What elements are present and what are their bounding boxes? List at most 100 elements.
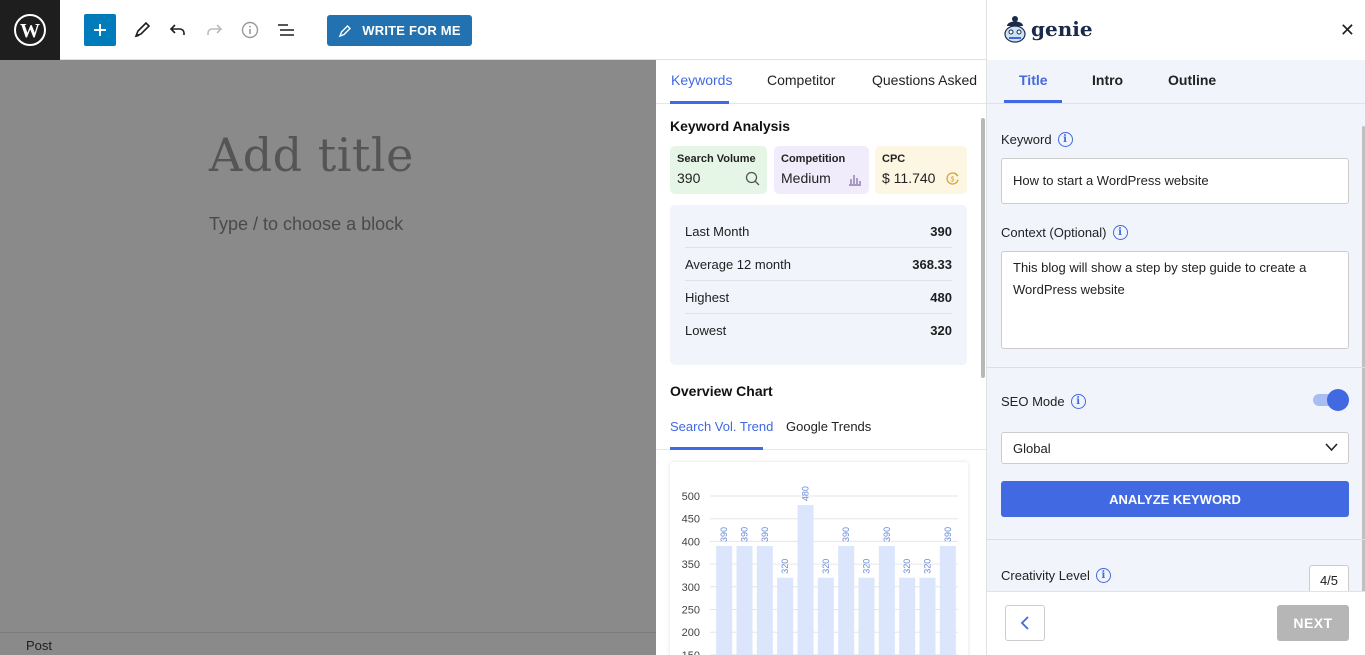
details-info-icon[interactable]	[234, 14, 266, 46]
creativity-label-text: Creativity Level	[1001, 568, 1090, 583]
bar-data-label: 390	[841, 527, 851, 542]
chart-bar[interactable]	[797, 505, 814, 655]
add-block-button[interactable]	[84, 14, 116, 46]
creativity-level-label: Creativity Level i	[1001, 568, 1111, 583]
bar-data-label: 320	[923, 559, 933, 574]
context-textarea[interactable]: This blog will show a step by step guide…	[1001, 251, 1349, 349]
section-divider	[987, 367, 1365, 368]
chart-tab-indicator	[670, 447, 763, 450]
chart-bar[interactable]	[756, 545, 773, 655]
genie-logo: genie	[1001, 14, 1093, 44]
tab-intro[interactable]: Intro	[1092, 72, 1124, 88]
list-view-icon[interactable]	[270, 14, 302, 46]
chart-bar[interactable]	[777, 577, 794, 655]
region-select-value: Global	[1013, 441, 1051, 456]
info-icon[interactable]: i	[1095, 568, 1111, 583]
overview-chart-title: Overview Chart	[670, 383, 773, 399]
y-tick-label: 250	[682, 605, 700, 617]
write-for-me-label: WRITE FOR ME	[362, 23, 461, 38]
svg-text:W: W	[20, 20, 40, 42]
stat-value: 390	[930, 223, 952, 239]
redo-icon[interactable]	[198, 14, 230, 46]
tab-keywords[interactable]: Keywords	[671, 72, 733, 88]
next-button[interactable]: NEXT	[1277, 605, 1349, 641]
chevron-down-icon	[1325, 443, 1338, 452]
y-tick-label: 200	[682, 627, 700, 639]
block-appender-hint[interactable]: Type / to choose a block	[209, 214, 404, 234]
pencil-tools-icon[interactable]	[126, 14, 158, 46]
tab-title[interactable]: Title	[1019, 72, 1048, 88]
bar-chart-icon	[849, 175, 861, 186]
wordpress-logo-icon[interactable]: W	[0, 0, 60, 60]
chart-bar[interactable]	[899, 577, 916, 655]
search-icon	[745, 171, 760, 186]
tab-google-trends[interactable]: Google Trends	[786, 419, 872, 434]
tab-competitor[interactable]: Competitor	[767, 72, 836, 88]
stat-label: Last Month	[685, 223, 750, 239]
keyword-analysis-panel: Keywords Competitor Questions Asked Keyw…	[656, 60, 986, 655]
genie-scrollbar[interactable]	[1362, 126, 1365, 591]
analyze-keyword-button[interactable]: ANALYZE KEYWORD	[1001, 481, 1349, 517]
stat-row-last-month: Last Month 390	[685, 215, 952, 248]
chart-bar[interactable]	[858, 577, 875, 655]
write-for-me-button[interactable]: WRITE FOR ME	[327, 15, 472, 46]
stat-value: 480	[930, 289, 952, 305]
active-tab-indicator	[670, 101, 729, 104]
svg-text:$: $	[951, 177, 955, 184]
section-divider	[987, 539, 1365, 540]
keyword-label-text: Keyword	[1001, 132, 1052, 147]
back-button[interactable]	[1005, 605, 1045, 641]
stat-value: 368.33	[912, 256, 952, 272]
undo-icon[interactable]	[162, 14, 194, 46]
post-title-placeholder[interactable]: Add title	[209, 128, 414, 182]
seo-mode-toggle[interactable]	[1313, 389, 1349, 411]
competition-label: Competition	[781, 153, 846, 165]
tab-search-vol-trend[interactable]: Search Vol. Trend	[670, 419, 774, 434]
info-icon[interactable]: i	[1112, 225, 1128, 240]
seo-mode-label-text: SEO Mode	[1001, 394, 1065, 409]
context-label: Context (Optional) i	[1001, 225, 1128, 240]
panel-scrollbar[interactable]	[981, 118, 985, 378]
chart-bar[interactable]	[878, 545, 895, 655]
tab-outline[interactable]: Outline	[1168, 72, 1217, 88]
search-volume-value: 390	[677, 170, 701, 186]
tab-questions-asked[interactable]: Questions Asked	[872, 72, 978, 88]
info-icon[interactable]: i	[1070, 394, 1086, 409]
y-tick-label: 150	[682, 650, 700, 655]
bar-chart-svg: 500 450 400 350 300 250 200 150 390 390 390 320 480 3…	[682, 486, 958, 655]
bar-data-label: 390	[882, 527, 892, 542]
search-volume-label: Search Volume	[677, 153, 756, 165]
region-select[interactable]: Global	[1001, 432, 1349, 464]
stat-row-lowest: Lowest 320	[685, 314, 952, 347]
editor-canvas: Add title Type / to choose a block	[0, 60, 656, 655]
y-tick-label: 400	[682, 536, 700, 548]
info-icon[interactable]: i	[1057, 132, 1073, 147]
breadcrumb-post[interactable]: Post	[26, 638, 53, 653]
close-icon[interactable]: ✕	[1339, 20, 1355, 40]
genie-mascot-icon	[1004, 16, 1026, 43]
bar-data-label: 480	[801, 486, 811, 501]
chart-bar[interactable]	[736, 545, 753, 655]
chart-bar[interactable]	[939, 545, 956, 655]
chart-bar[interactable]	[716, 545, 733, 655]
bar-data-label: 320	[780, 559, 790, 574]
cpc-value: $ 11.740	[882, 170, 936, 186]
genie-form: Keyword i How to start a WordPress websi…	[987, 104, 1365, 591]
keyword-analysis-title: Keyword Analysis	[670, 118, 791, 134]
stat-label: Average 12 month	[685, 256, 791, 272]
creativity-level-value[interactable]: 4/5	[1309, 565, 1349, 591]
bar-data-label: 320	[902, 559, 912, 574]
chart-bar[interactable]	[817, 577, 834, 655]
competition-card: Competition Medium	[774, 146, 869, 194]
genie-tabs: Title Intro Outline	[987, 60, 1365, 104]
stat-row-average: Average 12 month 368.33	[685, 248, 952, 281]
genie-header: genie ✕	[987, 0, 1365, 60]
cpc-card: CPC $ 11.740 $	[875, 146, 967, 194]
bar-data-label: 320	[862, 559, 872, 574]
cpc-label: CPC	[882, 153, 906, 165]
keyword-input[interactable]: How to start a WordPress website	[1001, 158, 1349, 204]
chart-bar[interactable]	[919, 577, 936, 655]
chart-bar[interactable]	[838, 545, 855, 655]
y-tick-label: 300	[682, 582, 700, 594]
search-volume-stats: Last Month 390 Average 12 month 368.33 H…	[670, 205, 967, 365]
